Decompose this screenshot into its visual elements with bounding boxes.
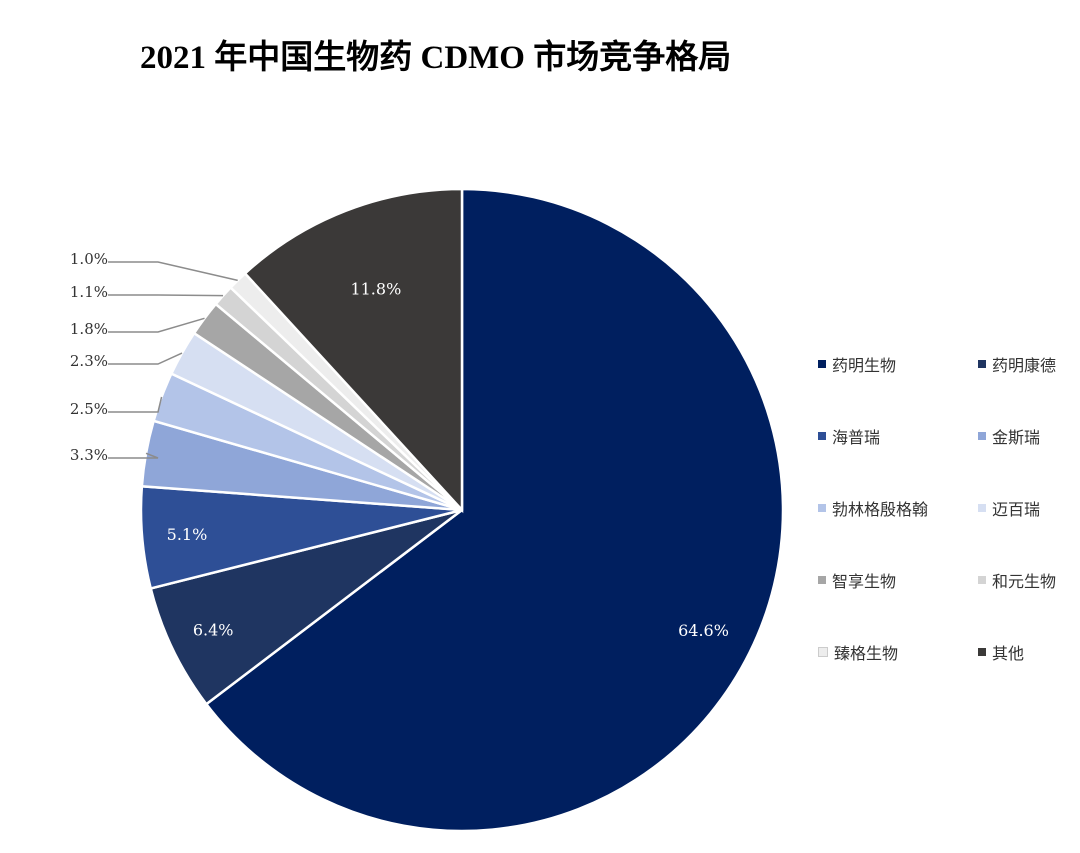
legend-swatch-6 [978,504,986,512]
legend-item-8: 和元生物 [978,568,1056,592]
legend-swatch-2 [978,360,986,368]
leader-line-5 [108,396,163,413]
legend-item-5: 勃林格殷格翰 [818,496,928,520]
data-label-8: 1.1% [70,283,108,301]
data-label-7: 1.8% [70,320,108,338]
legend-label-5: 勃林格殷格翰 [832,500,929,519]
legend-label-1: 药明生物 [832,356,897,375]
leader-lines [108,261,238,459]
legend-swatch-8 [978,576,986,584]
legend-label-2: 药明康德 [992,356,1057,375]
legend-label-10: 其他 [992,644,1025,663]
data-label-6: 2.3% [70,352,108,370]
data-label-1: 64.6% [678,621,729,640]
legend-item-1: 药明生物 [818,352,896,376]
legend-item-2: 药明康德 [978,352,1056,376]
legend-swatch-10 [978,648,986,656]
leader-line-4 [108,452,159,459]
legend-item-9: 臻格生物 [818,640,898,664]
legend-label-9: 臻格生物 [834,644,899,663]
data-label-5: 2.5% [70,400,108,418]
legend-swatch-9 [818,647,828,657]
legend-swatch-7 [818,576,826,584]
data-label-4: 3.3% [70,446,108,464]
legend-item-3: 海普瑞 [818,424,880,448]
data-label-9: 1.0% [70,250,108,268]
legend-swatch-3 [818,432,826,440]
data-label-3: 5.1% [167,525,208,544]
chart-title: 2021 年中国生物药 CDMO 市场竞争格局 [140,40,732,76]
legend-label-7: 智享生物 [832,572,897,591]
leader-line-6 [108,352,183,365]
legend-swatch-5 [818,504,826,512]
legend-swatch-4 [978,432,986,440]
leader-line-7 [108,317,205,333]
pie-slice-10 [243,187,464,514]
legend-label-6: 迈百瑞 [992,500,1041,519]
pie-slice-1 [204,187,785,833]
data-labels: 64.6% 6.4% 5.1% 3.3% 2.5% 2.3% 1.8% 1.1% 1.0% 11.… [70,250,729,640]
legend-label-8: 和元生物 [992,572,1057,591]
legend-item-10: 其他 [978,640,1024,664]
data-label-10: 11.8% [350,280,401,299]
pie-slices [139,187,785,833]
data-label-2: 6.4% [193,621,234,640]
leader-line-9 [108,261,238,282]
legend-item-4: 金斯瑞 [978,424,1040,448]
legend-label-3: 海普瑞 [832,428,881,447]
pie-slice-2 [149,508,463,706]
legend-item-6: 迈百瑞 [978,496,1040,520]
legend-label-4: 金斯瑞 [992,428,1041,447]
legend-swatch-1 [818,360,826,368]
legend-item-7: 智享生物 [818,568,896,592]
leader-line-8 [108,294,224,297]
